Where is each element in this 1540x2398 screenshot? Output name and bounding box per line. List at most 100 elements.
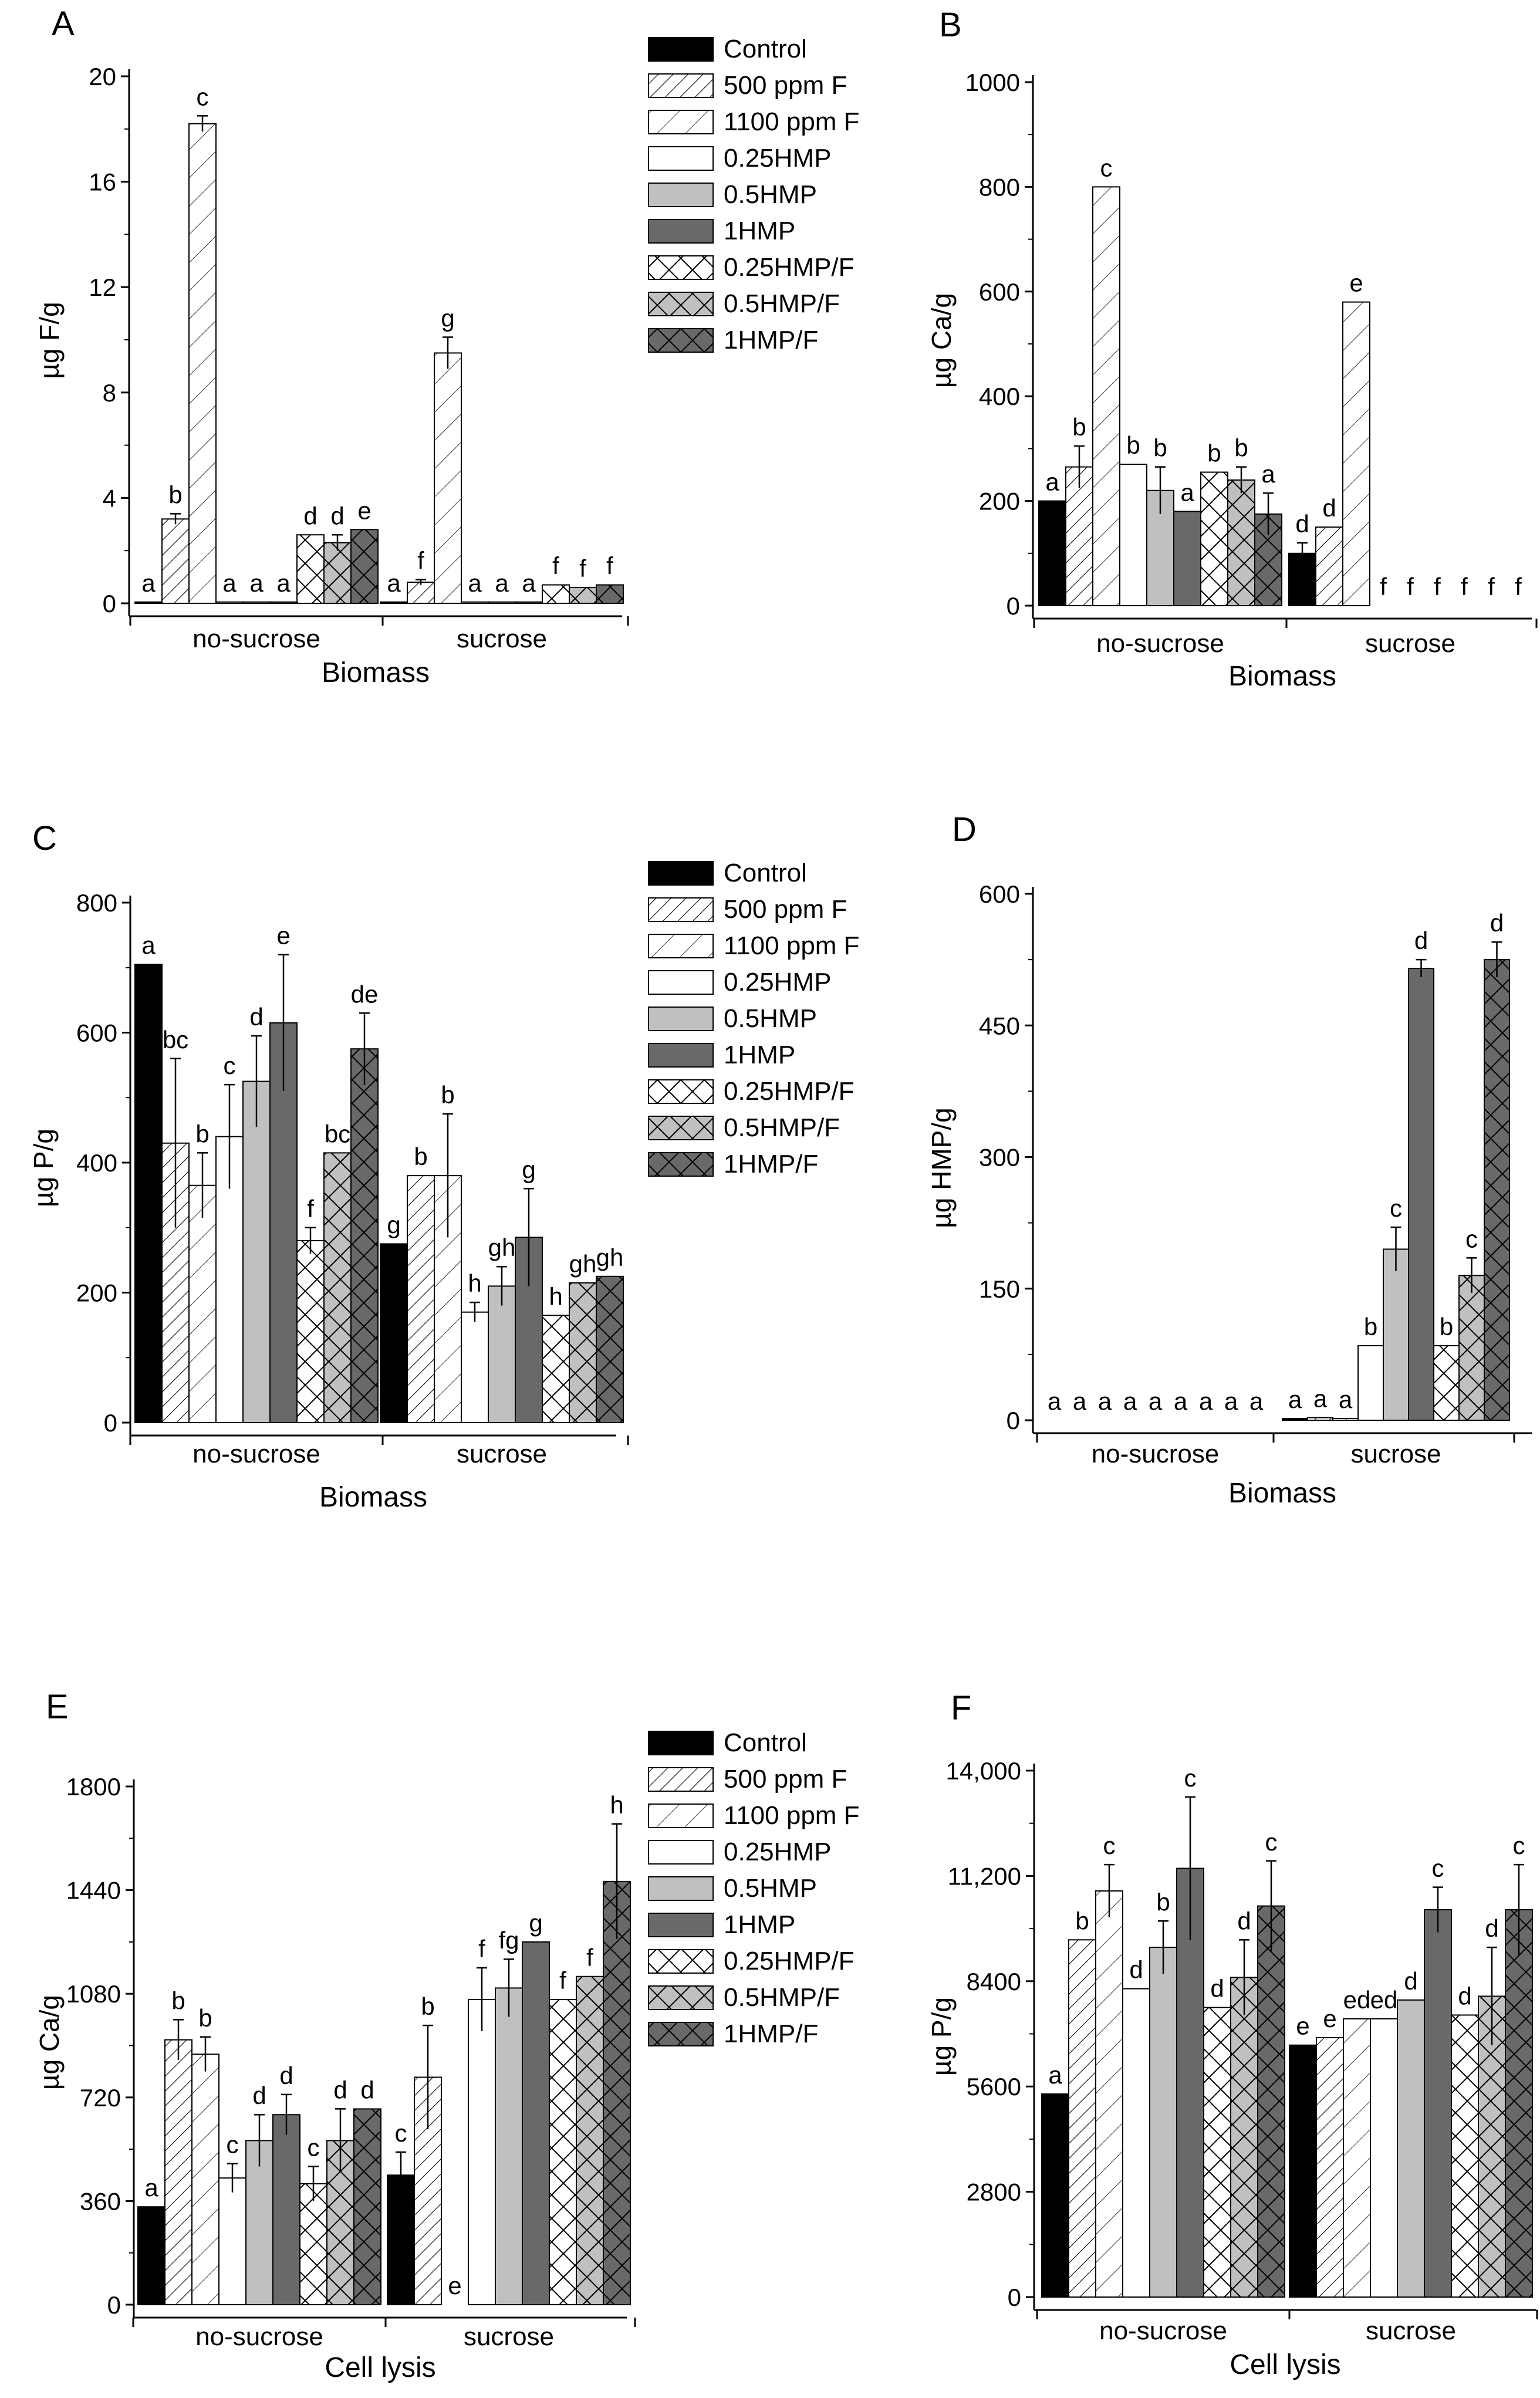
bar: [1257, 1905, 1285, 2298]
bar: [1408, 968, 1434, 1421]
y-tick-label: 400: [76, 1149, 117, 1177]
significance-letter: f: [307, 1195, 314, 1222]
y-tick-label: 0: [103, 590, 116, 617]
significance-letter: f: [1515, 573, 1522, 600]
significance-letter: b: [198, 2004, 212, 2032]
significance-letter: c: [1513, 1832, 1525, 1859]
significance-letter: c: [227, 2131, 239, 2159]
significance-letter: c: [1390, 1194, 1402, 1222]
group-label: no-sucrose: [192, 1440, 320, 1468]
legend-swatch: [648, 1803, 714, 1828]
panel-letter-a: A: [52, 5, 75, 43]
bar: [1357, 1345, 1384, 1421]
legend-label: Control: [724, 35, 807, 63]
bar: [1289, 2044, 1317, 2298]
bar: [468, 1999, 496, 2306]
legend-swatch: [648, 219, 714, 244]
group-label: sucrose: [457, 624, 547, 653]
legend-swatch: [648, 37, 714, 62]
significance-letter: f: [559, 1967, 566, 1994]
bar: [434, 352, 462, 604]
bar: [1307, 1417, 1333, 1421]
significance-letter: a: [1249, 1387, 1264, 1415]
group-label: sucrose: [1365, 629, 1455, 658]
bar: [188, 123, 217, 604]
bar: [1343, 2018, 1371, 2298]
y-axis-label: µg P/g: [28, 1129, 59, 1207]
significance-letter: e: [1349, 269, 1363, 297]
y-tick-label: 1440: [66, 1877, 121, 1904]
significance-letter: d: [1129, 1956, 1143, 1984]
bar: [323, 542, 352, 604]
bar: [1038, 500, 1066, 606]
panel-letter-e: E: [46, 1688, 69, 1726]
significance-letter: a: [1261, 460, 1275, 488]
legend: Control 500 ppm F 1100 ppm F 0.25HMP 0.5HMP 1…: [648, 1728, 860, 2048]
significance-letter: c: [308, 2134, 320, 2161]
bar: [134, 964, 163, 1423]
significance-letter: h: [610, 1791, 623, 1819]
significance-letter: b: [1153, 434, 1167, 462]
significance-letter: h: [549, 1282, 562, 1310]
y-tick-label: 800: [979, 173, 1020, 201]
legend-label: 0.25HMP: [724, 968, 831, 997]
bar: [1068, 1939, 1096, 2298]
bar: [461, 601, 489, 604]
panel-letter-c: C: [32, 819, 57, 857]
y-tick-label: 2800: [967, 2179, 1021, 2206]
bar: [1433, 1345, 1460, 1421]
significance-letter: a: [522, 569, 536, 597]
legend-swatch: [648, 897, 714, 922]
legend-swatch: [648, 255, 714, 280]
legend-label: 1100 ppm F: [724, 1801, 860, 1830]
bar: [161, 518, 190, 604]
y-tick-label: 600: [76, 1019, 117, 1047]
significance-letter: d: [1490, 909, 1504, 937]
bar: [488, 1285, 516, 1424]
group-label: no-sucrose: [1099, 2316, 1227, 2345]
panel-letter-f: F: [951, 1689, 971, 1727]
bar: [549, 1999, 577, 2306]
y-axis-label: µg HMP/g: [926, 1107, 957, 1228]
significance-letter: d: [1414, 927, 1428, 954]
group-label: no-sucrose: [1092, 1440, 1220, 1468]
significance-letter: d: [1458, 1982, 1471, 2009]
legend-swatch: [648, 1152, 714, 1177]
legend: Control 500 ppm F 1100 ppm F 0.25HMP 0.5HMP 1…: [648, 859, 860, 1178]
bar: [569, 587, 597, 604]
significance-letter: a: [144, 2174, 158, 2201]
y-tick-label: 0: [1007, 1407, 1020, 1434]
bar: [515, 601, 543, 604]
bar: [1041, 2093, 1069, 2298]
bar: [1451, 2014, 1479, 2298]
significance-letter: fg: [498, 1926, 519, 1954]
significance-letter: f: [417, 547, 424, 575]
group-label: sucrose: [457, 1440, 547, 1468]
significance-letter: a: [1123, 1387, 1137, 1415]
bar: [215, 601, 244, 604]
significance-letter: f: [1488, 573, 1495, 600]
significance-letter: a: [222, 569, 237, 597]
group-label: sucrose: [464, 2322, 554, 2351]
significance-letter: ed: [1343, 1986, 1371, 2014]
bar: [269, 601, 298, 604]
x-axis-label: Biomass: [319, 1482, 427, 1513]
y-tick-label: 600: [979, 278, 1020, 306]
significance-letter: a: [249, 569, 264, 597]
bar: [1173, 511, 1201, 606]
legend-swatch: [648, 934, 714, 958]
bar: [164, 2039, 192, 2306]
significance-letter: g: [441, 305, 454, 332]
legend-swatch: [648, 292, 714, 316]
significance-letter: de: [351, 980, 379, 1008]
bar: [1424, 1909, 1452, 2298]
legend-swatch: [648, 328, 714, 353]
group-label: no-sucrose: [1096, 629, 1224, 658]
panel-letter-b: B: [939, 6, 962, 44]
significance-letter: gh: [596, 1244, 624, 1271]
significance-letter: a: [1339, 1386, 1353, 1413]
legend-swatch: [648, 146, 714, 171]
bar: [1458, 1275, 1485, 1421]
legend-label: 1HMP/F: [724, 1150, 818, 1178]
